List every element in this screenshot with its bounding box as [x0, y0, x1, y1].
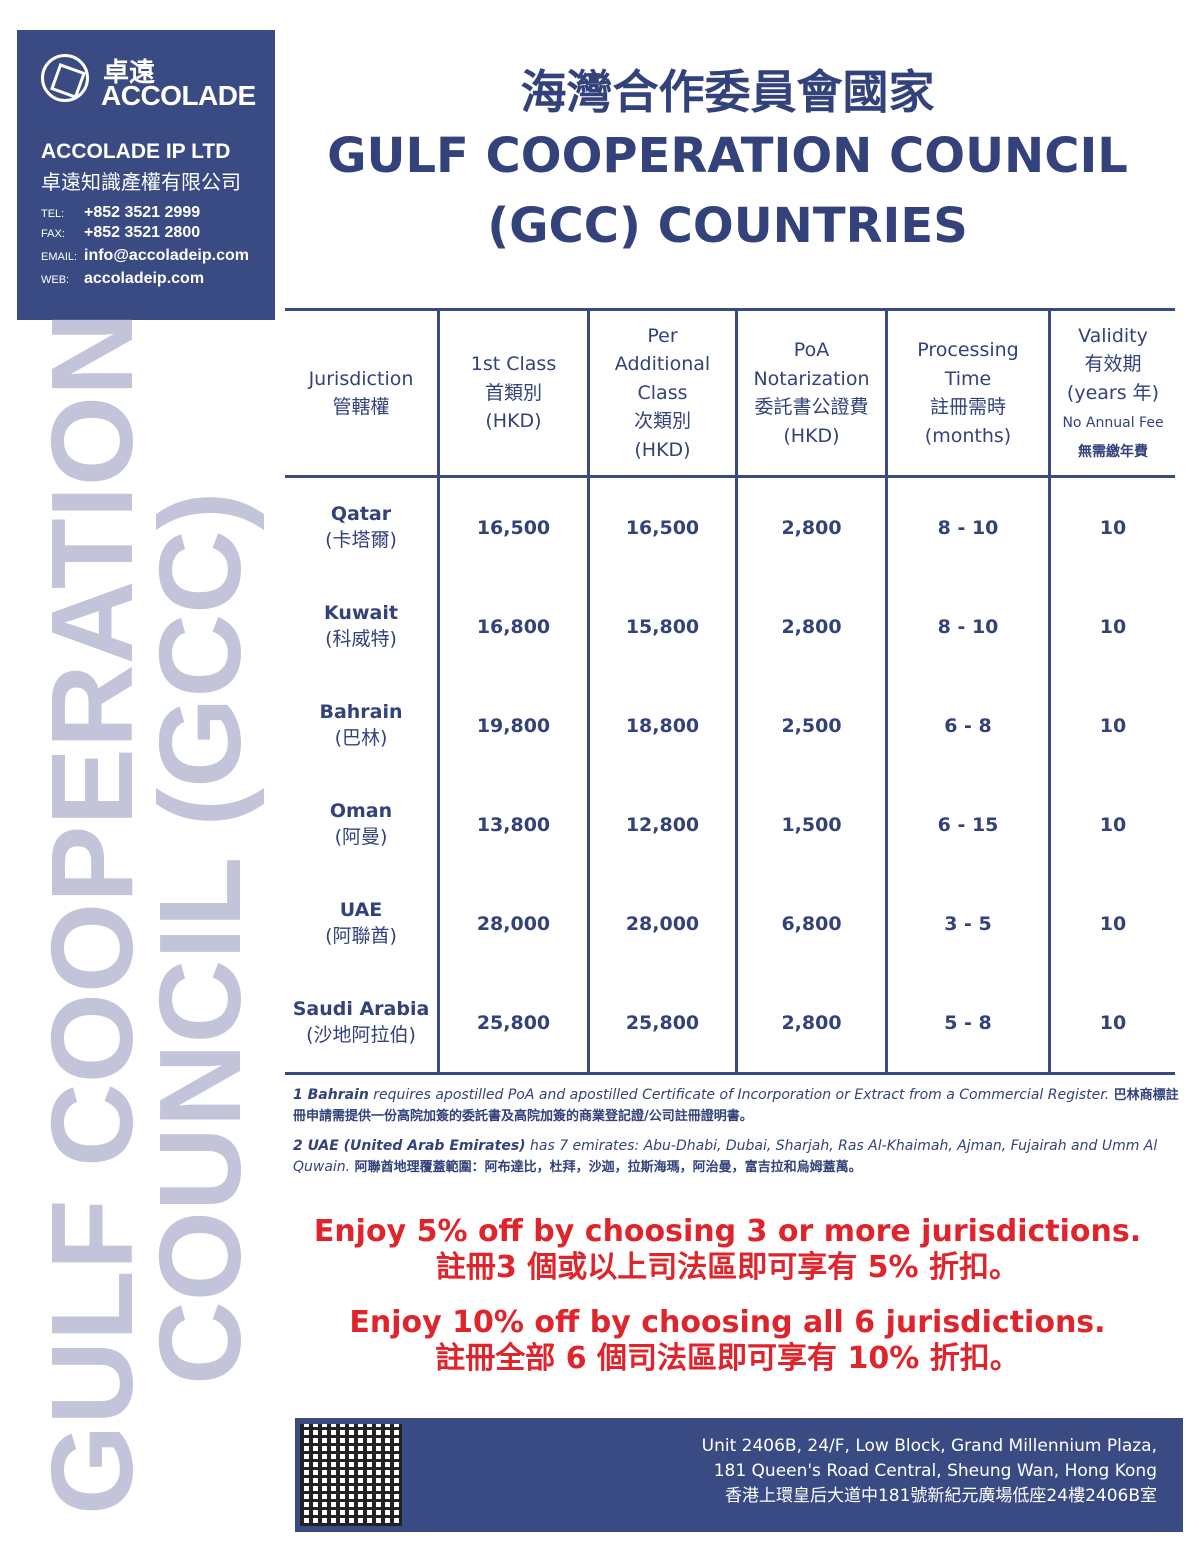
cell-first: 25,800 [437, 973, 589, 1075]
table-row: Saudi Arabia (沙地阿拉伯) 25,800 25,800 2,800 5 - … [285, 973, 1175, 1075]
cell-poa: 2,800 [735, 577, 887, 676]
qr-code-icon [300, 1424, 402, 1526]
logo-en: ACCOLADE [101, 80, 256, 111]
table-header: Jurisdiction 管轄權 1st Class 首類別 (HKD) Per Add… [285, 308, 1175, 478]
cell-validity: 10 [1048, 676, 1175, 775]
header-jurisdiction: Jurisdiction 管轄權 [285, 308, 439, 478]
cell-jurisdiction: Bahrain (巴林) [319, 701, 403, 749]
contact-label: FAX: [41, 228, 65, 240]
footnote-bahrain: 1 Bahrain requires apostilled PoA and ap… [293, 1087, 1179, 1124]
contact-value: info@accoladeip.com [84, 247, 249, 264]
title-cn: 海灣合作委員會國家 [520, 65, 935, 119]
company-name: ACCOLADE IP LTD [41, 140, 231, 163]
fee-table: Jurisdiction 管轄權 1st Class 首類別 (HKD) Per Add… [285, 308, 1175, 1075]
cell-add: 12,800 [587, 775, 737, 874]
table-row: Oman (阿曼) 13,800 12,800 1,500 6 - 15 10 [285, 775, 1175, 874]
cell-validity: 10 [1048, 973, 1175, 1075]
watermark-line2: COUNCIL (GCC) [135, 491, 265, 1385]
cell-validity: 10 [1048, 476, 1175, 577]
footnotes: 1 Bahrain requires apostilled PoA and ap… [293, 1085, 1183, 1178]
table-row: Bahrain (巴林) 19,800 18,800 2,500 6 - 8 10 [285, 676, 1175, 775]
cell-jurisdiction: UAE (阿聯酋) [325, 899, 397, 947]
contact-fax: FAX: +852 3521 2800 [41, 224, 200, 242]
cell-poa: 1,500 [735, 775, 887, 874]
title-line2: (GCC) COUNTRIES [487, 198, 968, 254]
promo-10-percent: Enjoy 10% off by choosing all 6 jurisdic… [349, 1305, 1106, 1376]
cell-jurisdiction: Kuwait (科威特) [324, 602, 398, 650]
cell-poa: 2,800 [735, 973, 887, 1075]
header-processing-time: Processing Time 註冊需時 (months) [885, 308, 1050, 478]
contact-email: EMAIL: info@accoladeip.com [41, 247, 249, 265]
contact-tel: TEL: +852 3521 2999 [41, 204, 200, 222]
watermark-line1: GULF COOPERATION [27, 312, 157, 1515]
footer-bar: Unit 2406B, 24/F, Low Block, Grand Mille… [295, 1418, 1183, 1532]
cell-time: 8 - 10 [885, 476, 1050, 577]
cell-time: 5 - 8 [885, 973, 1050, 1075]
footnote-uae: 2 UAE (United Arab Emirates) has 7 emira… [293, 1138, 1158, 1175]
contact-label: TEL: [41, 208, 65, 220]
cell-time: 3 - 5 [885, 874, 1050, 973]
header-additional-class: Per Additional Class 次類別 (HKD) [587, 308, 737, 478]
cell-first: 16,500 [437, 476, 589, 577]
cell-jurisdiction: Qatar (卡塔爾) [325, 503, 397, 551]
accolade-logo-icon [41, 54, 89, 102]
cell-validity: 10 [1048, 577, 1175, 676]
table-row: Kuwait (科威特) 16,800 15,800 2,800 8 - 10 10 [285, 577, 1175, 676]
promo-5-percent: Enjoy 5% off by choosing 3 or more juris… [313, 1214, 1142, 1285]
cell-validity: 10 [1048, 874, 1175, 973]
cell-first: 16,800 [437, 577, 589, 676]
table-row: UAE (阿聯酋) 28,000 28,000 6,800 3 - 5 10 [285, 874, 1175, 973]
cell-first: 28,000 [437, 874, 589, 973]
address: Unit 2406B, 24/F, Low Block, Grand Mille… [701, 1436, 1157, 1506]
cell-add: 16,500 [587, 476, 737, 577]
cell-poa: 2,500 [735, 676, 887, 775]
header-first-class: 1st Class 首類別 (HKD) [437, 308, 589, 478]
contact-web: WEB: accoladeip.com [41, 270, 204, 288]
company-logo-box: 卓遠 ACCOLADE ACCOLADE IP LTD 卓遠知識產權有限公司 T… [17, 30, 275, 320]
contact-value: +852 3521 2999 [84, 204, 201, 221]
cell-jurisdiction: Oman (阿曼) [329, 800, 393, 848]
cell-add: 15,800 [587, 577, 737, 676]
contact-value: +852 3521 2800 [84, 224, 201, 241]
cell-time: 6 - 15 [885, 775, 1050, 874]
cell-first: 19,800 [437, 676, 589, 775]
header-poa: PoA Notarization 委託書公證費 (HKD) [735, 308, 887, 478]
cell-first: 13,800 [437, 775, 589, 874]
header-validity: Validity 有效期 (years 年) No Annual Fee 無需繳年費 [1048, 308, 1175, 478]
cell-add: 28,000 [587, 874, 737, 973]
logo-cn: 卓遠 [103, 57, 156, 87]
cell-validity: 10 [1048, 775, 1175, 874]
cell-poa: 6,800 [735, 874, 887, 973]
cell-time: 8 - 10 [885, 577, 1050, 676]
cell-jurisdiction: Saudi Arabia (沙地阿拉伯) [285, 973, 439, 1075]
title-line1: GULF COOPERATION COUNCIL [327, 128, 1128, 184]
company-name-cn: 卓遠知識產權有限公司 [41, 172, 241, 194]
cell-poa: 2,800 [735, 476, 887, 577]
cell-time: 6 - 8 [885, 676, 1050, 775]
contact-label: EMAIL: [41, 251, 78, 263]
contact-label: WEB: [41, 274, 70, 286]
table-row: Qatar (卡塔爾) 16,500 16,500 2,800 8 - 10 10 [285, 476, 1175, 577]
contact-value: accoladeip.com [84, 270, 205, 287]
cell-add: 25,800 [587, 973, 737, 1075]
cell-add: 18,800 [587, 676, 737, 775]
